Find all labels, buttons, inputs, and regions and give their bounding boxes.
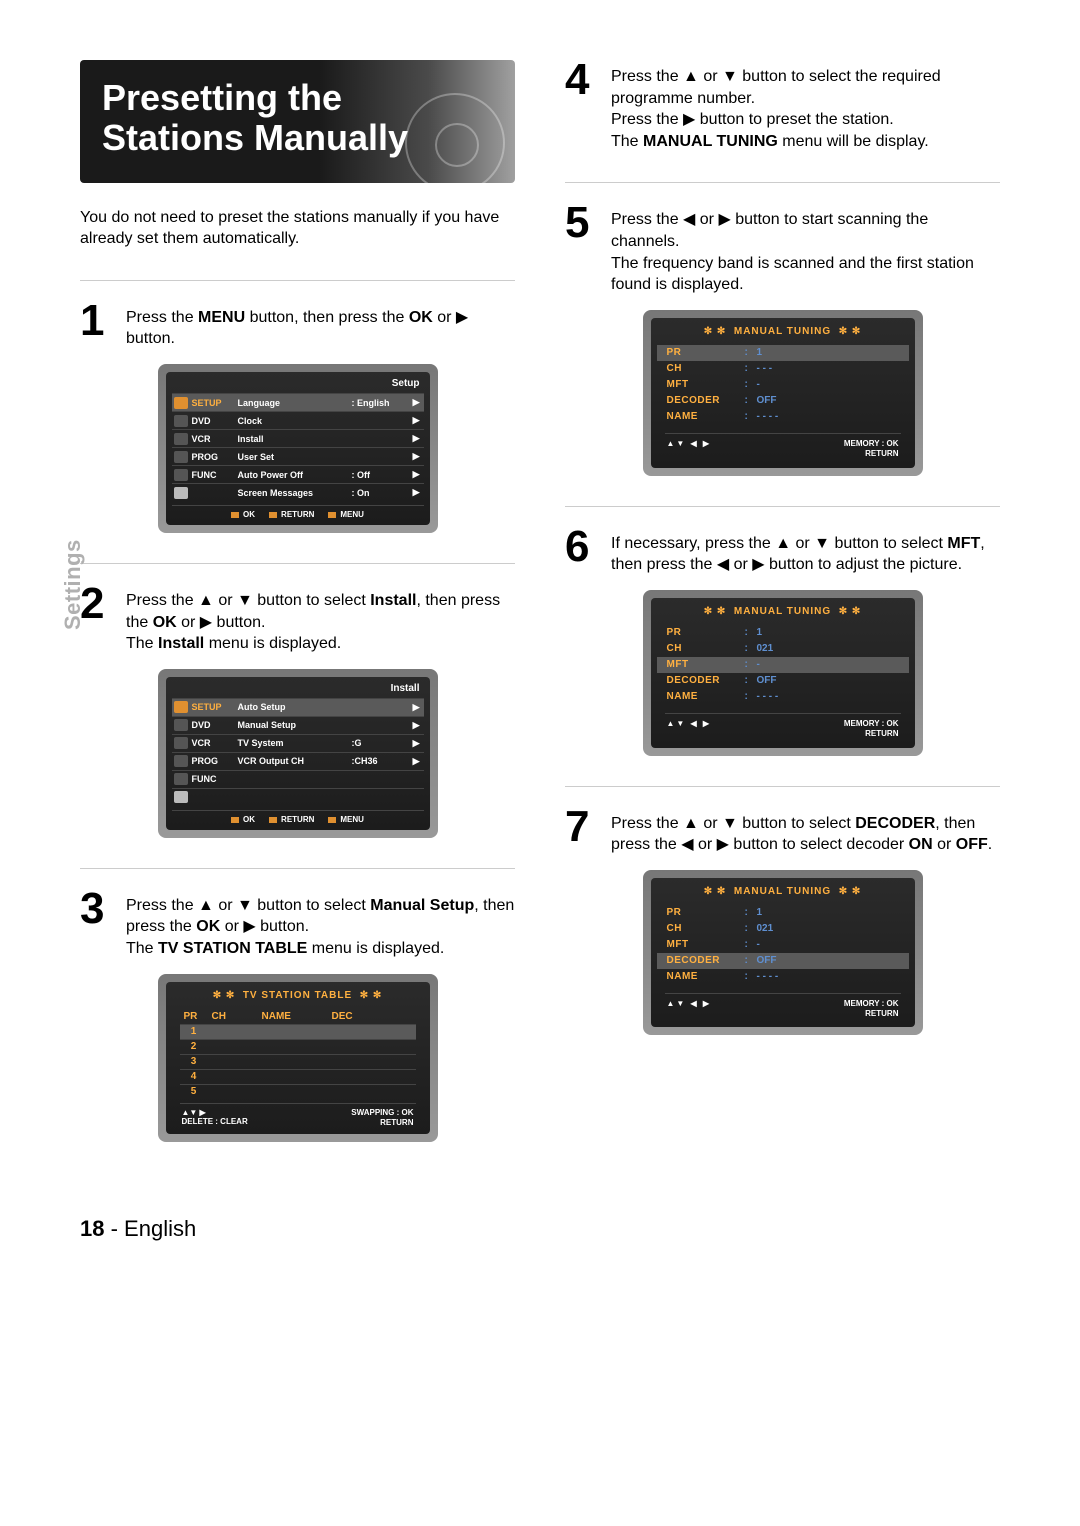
osd-row: NAME:- - - - bbox=[657, 689, 909, 705]
table-header: PR CH NAME DEC bbox=[180, 1009, 416, 1024]
step-2: 2 Press the ▲ or ▼ button to select Inst… bbox=[80, 563, 515, 655]
osd-row: PR:1 bbox=[657, 905, 909, 921]
osd-title: ✻ ✻ MANUAL TUNING ✻ ✻ bbox=[657, 882, 909, 905]
intro-text: You do not need to preset the stations m… bbox=[80, 207, 515, 250]
step-text: Press the ◀ or ▶ button to start scannin… bbox=[611, 203, 1000, 295]
osd-row: DVDManual Setup▶ bbox=[172, 716, 424, 734]
step-3: 3 Press the ▲ or ▼ button to select Manu… bbox=[80, 868, 515, 960]
step-number: 4 bbox=[565, 60, 599, 100]
osd-row: DECODER:OFF bbox=[657, 673, 909, 689]
osd-row: VCRTV System:G▶ bbox=[172, 734, 424, 752]
osd-row: MFT:- bbox=[657, 377, 909, 393]
step-4: 4 Press the ▲ or ▼ button to select the … bbox=[565, 60, 1000, 152]
osd-title: ✻ ✻ MANUAL TUNING ✻ ✻ bbox=[657, 322, 909, 345]
osd-install: Install SETUPAuto Setup▶DVDManual Setup▶… bbox=[158, 669, 438, 838]
osd-manual-tuning-1: ✻ ✻ MANUAL TUNING ✻ ✻PR:1CH:- - -MFT:-DE… bbox=[643, 310, 923, 476]
osd-row: VCRInstall▶ bbox=[172, 429, 424, 447]
side-tab: Settings bbox=[60, 539, 86, 630]
osd-row: MFT:- bbox=[657, 937, 909, 953]
osd-row: DVDClock▶ bbox=[172, 411, 424, 429]
osd-row: NAME:- - - - bbox=[657, 969, 909, 985]
step-1: 1 Press the MENU button, then press the … bbox=[80, 280, 515, 350]
table-row: 3 bbox=[180, 1054, 416, 1069]
osd-row: CH:021 bbox=[657, 641, 909, 657]
step-number: 1 bbox=[80, 301, 114, 341]
step-text: Press the ▲ or ▼ button to select Manual… bbox=[126, 889, 515, 960]
step-number: 5 bbox=[565, 203, 599, 243]
osd-manual-tuning-2: ✻ ✻ MANUAL TUNING ✻ ✻PR:1CH:021MFT:-DECO… bbox=[643, 590, 923, 756]
step-text: Press the ▲ or ▼ button to select Instal… bbox=[126, 584, 515, 655]
left-column: Presetting the Stations Manually You do … bbox=[80, 60, 515, 1146]
table-row: 5 bbox=[180, 1084, 416, 1099]
osd-footer: ▲▼ ◀ ▶MEMORY : OKRETURN bbox=[665, 713, 901, 742]
step-number: 3 bbox=[80, 889, 114, 929]
osd-footer: ▲▼ ◀ ▶MEMORY : OKRETURN bbox=[665, 993, 901, 1022]
step-text: Press the ▲ or ▼ button to select DECODE… bbox=[611, 807, 1000, 856]
step-5: 5 Press the ◀ or ▶ button to start scann… bbox=[565, 182, 1000, 295]
step-6: 6 If necessary, press the ▲ or ▼ button … bbox=[565, 506, 1000, 576]
osd-footer: ▲▼ ▶ DELETE : CLEAR SWAPPING : OK RETURN bbox=[180, 1103, 416, 1128]
osd-row: SETUPLanguage: English▶ bbox=[172, 393, 424, 411]
step-text: Press the ▲ or ▼ button to select the re… bbox=[611, 60, 1000, 152]
osd-footer: OK RETURN MENU bbox=[172, 810, 424, 824]
table-row: 4 bbox=[180, 1069, 416, 1084]
right-column: 4 Press the ▲ or ▼ button to select the … bbox=[565, 60, 1000, 1146]
osd-row: DECODER:OFF bbox=[657, 393, 909, 409]
osd-title: Setup bbox=[172, 376, 424, 393]
step-number: 6 bbox=[565, 527, 599, 567]
osd-manual-tuning-3: ✻ ✻ MANUAL TUNING ✻ ✻PR:1CH:021MFT:-DECO… bbox=[643, 870, 923, 1036]
osd-row: Screen Messages: On▶ bbox=[172, 483, 424, 501]
title-box: Presetting the Stations Manually bbox=[80, 60, 515, 183]
osd-row: PR:1 bbox=[657, 345, 909, 361]
osd-row: PROGUser Set▶ bbox=[172, 447, 424, 465]
osd-row: NAME:- - - - bbox=[657, 409, 909, 425]
table-row: 2 bbox=[180, 1039, 416, 1054]
step-text: Press the MENU button, then press the OK… bbox=[126, 301, 515, 350]
osd-row: MFT:- bbox=[657, 657, 909, 673]
osd-title: ✻ ✻ MANUAL TUNING ✻ ✻ bbox=[657, 602, 909, 625]
osd-footer: ▲▼ ◀ ▶MEMORY : OKRETURN bbox=[665, 433, 901, 462]
page-footer: 18 - English bbox=[80, 1216, 1000, 1242]
osd-row: CH:- - - bbox=[657, 361, 909, 377]
osd-footer: OK RETURN MENU bbox=[172, 505, 424, 519]
osd-row: PR:1 bbox=[657, 625, 909, 641]
osd-row: FUNCAuto Power Off: Off▶ bbox=[172, 465, 424, 483]
step-number: 7 bbox=[565, 807, 599, 847]
step-7: 7 Press the ▲ or ▼ button to select DECO… bbox=[565, 786, 1000, 856]
osd-row bbox=[172, 788, 424, 806]
osd-row: SETUPAuto Setup▶ bbox=[172, 698, 424, 716]
table-row: 1 bbox=[180, 1024, 416, 1039]
osd-title: ✻ ✻ TV STATION TABLE ✻ ✻ bbox=[172, 986, 424, 1009]
osd-row: DECODER:OFF bbox=[657, 953, 909, 969]
osd-setup: Setup SETUPLanguage: English▶DVDClock▶VC… bbox=[158, 364, 438, 533]
osd-station-table: ✻ ✻ TV STATION TABLE ✻ ✻ PR CH NAME DEC … bbox=[158, 974, 438, 1142]
osd-row: CH:021 bbox=[657, 921, 909, 937]
osd-row: PROGVCR Output CH:CH36▶ bbox=[172, 752, 424, 770]
osd-title: Install bbox=[172, 681, 424, 698]
step-text: If necessary, press the ▲ or ▼ button to… bbox=[611, 527, 1000, 576]
osd-row: FUNC bbox=[172, 770, 424, 788]
